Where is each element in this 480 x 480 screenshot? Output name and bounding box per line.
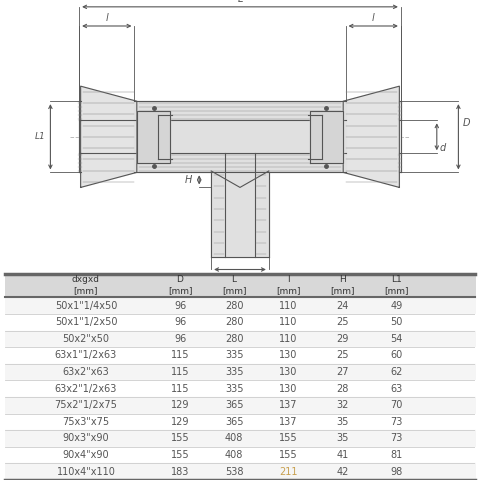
Text: 63x1"1/2x63: 63x1"1/2x63 <box>55 350 117 360</box>
Text: 75x2"1/2x75: 75x2"1/2x75 <box>55 400 118 410</box>
Text: 96: 96 <box>174 317 186 327</box>
Text: 25: 25 <box>336 317 348 327</box>
Text: 50x2"x50: 50x2"x50 <box>62 334 109 344</box>
Text: 129: 129 <box>171 417 189 427</box>
Text: 81: 81 <box>390 450 403 460</box>
Text: 130: 130 <box>279 384 298 394</box>
Text: 54: 54 <box>390 334 403 344</box>
Text: d: d <box>439 143 445 153</box>
Text: L1: L1 <box>35 132 46 141</box>
Text: 35: 35 <box>336 433 348 444</box>
Polygon shape <box>343 86 399 187</box>
Text: 63: 63 <box>390 384 403 394</box>
Text: 155: 155 <box>279 433 298 444</box>
Text: 110: 110 <box>279 334 298 344</box>
Text: 408: 408 <box>225 433 243 444</box>
Text: 110x4"x110: 110x4"x110 <box>57 467 115 477</box>
Text: 115: 115 <box>171 350 189 360</box>
Polygon shape <box>211 172 269 257</box>
Polygon shape <box>79 101 81 172</box>
Text: 73: 73 <box>390 433 403 444</box>
Text: 49: 49 <box>390 300 403 311</box>
Text: 280: 280 <box>225 300 243 311</box>
Text: 90x4"x90: 90x4"x90 <box>62 450 109 460</box>
Text: 408: 408 <box>225 450 243 460</box>
Polygon shape <box>399 101 401 172</box>
Text: 96: 96 <box>174 300 186 311</box>
Text: 29: 29 <box>336 334 348 344</box>
Text: 335: 335 <box>225 384 243 394</box>
Text: 32: 32 <box>336 400 348 410</box>
Text: 115: 115 <box>171 384 189 394</box>
Text: 183: 183 <box>171 467 189 477</box>
Text: 28: 28 <box>336 384 348 394</box>
Text: 155: 155 <box>279 450 298 460</box>
Text: 42: 42 <box>336 467 348 477</box>
Text: 98: 98 <box>390 467 403 477</box>
Text: 41: 41 <box>336 450 348 460</box>
Text: g: g <box>237 278 243 288</box>
Text: 73: 73 <box>390 417 403 427</box>
Text: 365: 365 <box>225 400 243 410</box>
Text: 115: 115 <box>171 367 189 377</box>
Text: 75x3"x75: 75x3"x75 <box>62 417 109 427</box>
Text: 50: 50 <box>390 317 403 327</box>
Text: 27: 27 <box>336 367 348 377</box>
Text: 130: 130 <box>279 350 298 360</box>
Polygon shape <box>310 111 343 163</box>
Text: 110: 110 <box>279 317 298 327</box>
Text: H: H <box>185 175 192 185</box>
Text: 62: 62 <box>390 367 403 377</box>
Text: l
[mm]: l [mm] <box>276 276 300 296</box>
Text: dxgxd
[mm]: dxgxd [mm] <box>72 276 100 296</box>
Polygon shape <box>134 101 346 172</box>
Text: 137: 137 <box>279 400 298 410</box>
Text: L: L <box>237 0 243 3</box>
Text: 24: 24 <box>336 300 348 311</box>
Text: 50x1"1/4x50: 50x1"1/4x50 <box>55 300 117 311</box>
Text: 155: 155 <box>171 450 189 460</box>
Text: 280: 280 <box>225 334 243 344</box>
Text: 538: 538 <box>225 467 243 477</box>
Text: 280: 280 <box>225 317 243 327</box>
Text: 63x2"x63: 63x2"x63 <box>62 367 109 377</box>
Text: 211: 211 <box>279 467 298 477</box>
Text: 335: 335 <box>225 350 243 360</box>
Text: l: l <box>372 12 374 23</box>
Text: 129: 129 <box>171 400 189 410</box>
Text: 25: 25 <box>336 350 348 360</box>
Text: D
[mm]: D [mm] <box>168 276 192 296</box>
Text: 335: 335 <box>225 367 243 377</box>
Text: 60: 60 <box>390 350 403 360</box>
Text: 130: 130 <box>279 367 298 377</box>
Text: 137: 137 <box>279 417 298 427</box>
Text: 35: 35 <box>336 417 348 427</box>
Text: 63x2"1/2x63: 63x2"1/2x63 <box>55 384 117 394</box>
Text: H
[mm]: H [mm] <box>330 276 355 296</box>
Text: L1
[mm]: L1 [mm] <box>384 276 408 296</box>
Text: 50x1"1/2x50: 50x1"1/2x50 <box>55 317 117 327</box>
Text: 110: 110 <box>279 300 298 311</box>
Text: 90x3"x90: 90x3"x90 <box>62 433 109 444</box>
Polygon shape <box>81 86 137 187</box>
Text: 96: 96 <box>174 334 186 344</box>
Polygon shape <box>137 111 170 163</box>
Text: 365: 365 <box>225 417 243 427</box>
Text: l: l <box>106 12 108 23</box>
Text: 70: 70 <box>390 400 403 410</box>
Text: D: D <box>463 118 471 128</box>
Text: L
[mm]: L [mm] <box>222 276 246 296</box>
Text: 155: 155 <box>171 433 189 444</box>
